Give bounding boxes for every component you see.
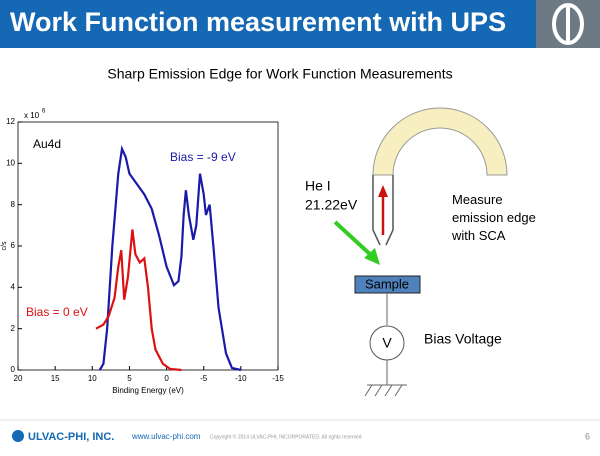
- y-tick-label: 2: [11, 324, 16, 333]
- x-tick-label: -10: [235, 374, 247, 383]
- y-exponent: 6: [42, 109, 46, 115]
- y-axis-label: c/s: [1, 241, 8, 250]
- ground: [364, 360, 407, 397]
- y-multiplier: x 10: [24, 111, 40, 120]
- analyzer: [372, 107, 508, 176]
- series-label: Bias = 0 eV: [26, 305, 88, 319]
- x-tick-label: 20: [14, 374, 23, 383]
- electron-arrow: [378, 185, 388, 197]
- meter-label: V: [382, 335, 392, 351]
- title-bar: [0, 0, 600, 48]
- photon-arrow: [364, 248, 380, 265]
- y-tick-label: 10: [6, 158, 15, 167]
- photon-arrow: [333, 220, 374, 258]
- y-tick-label: 6: [11, 241, 16, 250]
- y-tick-label: 4: [11, 282, 16, 291]
- x-tick-label: 5: [127, 374, 132, 383]
- chart-title: Sharp Emission Edge for Work Function Me…: [107, 66, 452, 82]
- series-line: [98, 144, 242, 372]
- copyright: Copyright © 2014 ULVAC-PHI, INCORPORATED…: [210, 433, 362, 440]
- page-number: 6: [585, 431, 590, 441]
- x-tick-label: 10: [88, 374, 97, 383]
- plot-area: [17, 121, 279, 371]
- footer-logo: [12, 430, 24, 442]
- slide-title: Work Function measurement with UPS: [10, 7, 506, 37]
- x-axis-label: Binding Energy (eV): [112, 386, 184, 395]
- y-tick-label: 12: [6, 117, 15, 126]
- series-label: Bias = -9 eV: [170, 150, 236, 164]
- panel-label: Au4d: [33, 137, 61, 151]
- y-tick-label: 0: [11, 365, 16, 374]
- x-tick-label: 0: [164, 374, 169, 383]
- y-tick-label: 8: [11, 200, 16, 209]
- energy-label: 21.22eV: [305, 197, 358, 213]
- detector-note: Measure emission edge with SCA: [451, 192, 536, 243]
- x-tick-label: -5: [200, 374, 208, 383]
- company: ULVAC-PHI, INC.: [28, 431, 114, 443]
- sample-label: Sample: [365, 276, 409, 291]
- bias-label: Bias Voltage: [424, 331, 502, 347]
- series-line: [95, 229, 182, 372]
- url: www.ulvac-phi.com: [131, 432, 201, 441]
- x-tick-label: 15: [51, 374, 60, 383]
- source-label: He I: [305, 178, 331, 194]
- analyzer-entrance: [372, 175, 394, 246]
- x-tick-label: -15: [272, 374, 284, 383]
